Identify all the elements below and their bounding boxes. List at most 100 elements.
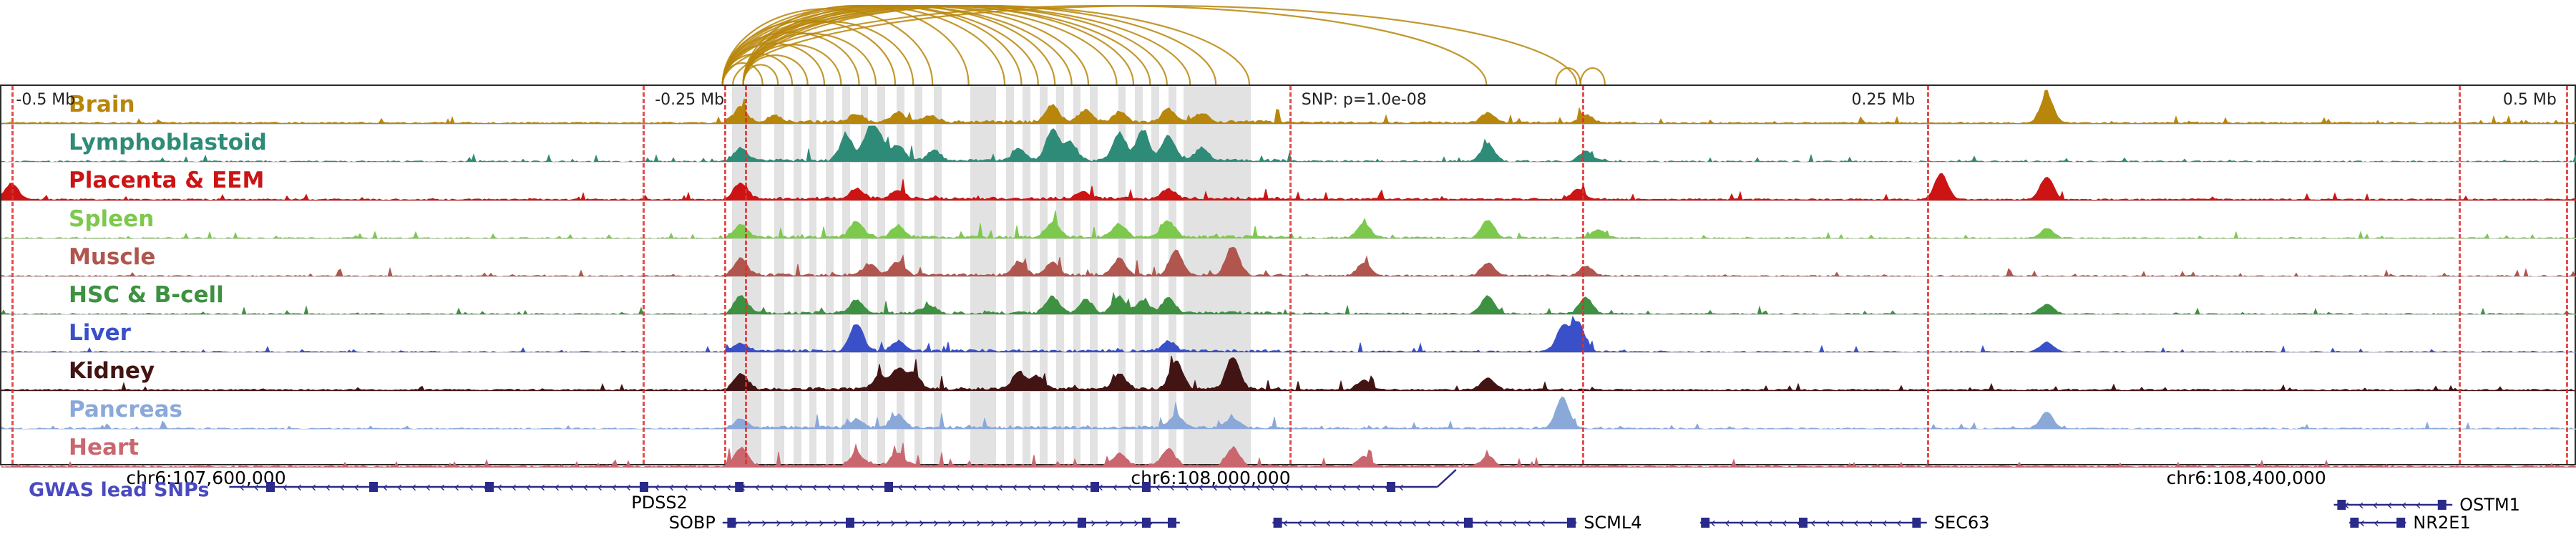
strand-arrows: ‹‹‹‹‹‹‹‹‹‹‹‹‹‹‹‹‹‹‹‹‹‹‹‹‹‹‹‹‹‹‹‹‹‹‹‹‹‹‹‹… [239,478,1413,495]
strand-arrows: ‹‹‹‹‹‹‹‹‹‹‹‹‹‹‹‹‹‹‹ [1282,514,1554,531]
lead-snp-line [723,86,726,464]
signal-area [1,90,2576,125]
signal-plot [1,396,2576,430]
interaction-arc [1579,67,1606,84]
exon-block [2396,518,2406,528]
signal-plot [1,442,2576,468]
track-row [1,238,2576,277]
gene-label: SCML4 [1584,513,1641,533]
exon-block [884,482,893,492]
exon-block [735,482,744,492]
track-label-spleen: Spleen [69,205,155,232]
signal-plot [1,210,2576,239]
track-label-lymphoblastoid: Lymphoblastoid [69,130,267,156]
gene-label: OSTM1 [2459,495,2520,515]
exon-block [1142,482,1151,492]
gene-label: SEC63 [1934,513,1990,533]
exon-block [1464,518,1473,528]
signal-area [1,315,2576,354]
highlight-band [1090,86,1098,464]
track-label-kidney: Kidney [69,358,155,384]
track-row [1,314,2576,354]
lead-snp-line [744,86,747,464]
signal-area [1,210,2576,239]
signal-plot [1,291,2576,316]
track-label-hsc-b-cell: HSC & B-cell [69,282,224,308]
exon-block [727,518,736,528]
exon-block [1912,518,1921,528]
scale-label: -0.25 Mb [655,91,725,109]
track-label-liver: Liver [69,320,131,347]
scale-label: 0.25 Mb [1851,91,1916,109]
track-label-pancreas: Pancreas [69,396,182,422]
gene-label: PDSS2 [631,493,688,513]
snp-pvalue-label: SNP: p=1.0e-08 [1301,91,1427,109]
strand-arrows: ‹‹‹‹‹‹‹‹‹‹‹‹‹‹ [1710,514,1911,531]
interaction-arc [1555,67,1581,84]
scale-label: -0.5 Mb [16,91,76,109]
exon-block [1701,518,1710,528]
track-row [1,428,2576,468]
exon-block [1387,482,1395,492]
track-row [1,86,2576,125]
scale-tick-line [643,86,645,464]
scale-tick-line [11,86,14,464]
exon-block [266,482,275,492]
scale-tick-line [2565,86,2568,464]
exon-block [1567,518,1576,528]
exon-block [2437,500,2446,510]
track-row [1,162,2576,201]
exon-block [1091,482,1099,492]
interaction-arc [721,4,1251,84]
gene-label: SOBP [669,513,716,533]
signal-plot [1,90,2576,125]
track-label-placenta-eem: Placenta & EEM [69,168,265,194]
exon-block [1142,518,1151,528]
track-label-heart: Heart [69,434,139,460]
lead-snp-line [1581,86,1584,464]
signal-area [1,246,2576,277]
signal-tracks-panel: Brain Lymphoblastoid Placenta & EEM Spleen M… [0,84,2576,468]
track-row [1,390,2576,430]
strand-arrows: ›››››››››››››››››››››››››››››› [733,514,1162,531]
track-row [1,276,2576,316]
gene-label: NR2E1 [2413,513,2470,533]
chromatin-interaction-arcs [721,4,1606,84]
signal-plot [1,356,2576,392]
exon-block [2350,518,2359,528]
gwas-lead-snps-label: GWAS lead SNPs [29,479,210,501]
signal-area [1,356,2576,392]
scale-label: 0.5 Mb [2502,91,2557,109]
exon-block [640,482,648,492]
signal-plot [1,315,2576,354]
signal-area [1,173,2576,201]
coordinate-label: chr6:108,000,000 [1131,468,1291,488]
exon-block [369,482,378,492]
strand-arrows: ‹‹ [2359,514,2388,531]
interaction-arc [732,4,1578,84]
scale-tick-line [1289,86,1292,464]
exon-block [1799,518,1807,528]
gene-annotation-track: ‹‹‹‹‹‹‹‹‹‹‹‹‹‹‹‹‹‹‹‹‹‹‹‹‹‹‹‹‹‹‹‹‹‹‹‹‹‹‹‹… [229,469,2520,533]
coordinate-label: chr6:107,600,000 [126,468,286,488]
exon-block [1078,518,1086,528]
exon-block [846,518,854,528]
exon-block [485,482,494,492]
signal-plot [1,246,2576,277]
scale-tick-line [1927,86,1929,464]
coordinate-label: chr6:108,400,000 [2166,468,2326,488]
track-row [1,124,2576,163]
track-label-muscle: Muscle [69,243,156,270]
exon-block [1168,518,1176,528]
signal-area [1,442,2576,468]
gene-line-kink [1436,469,1457,488]
lead-snp-line [2459,86,2462,464]
signal-area [1,125,2576,163]
signal-area [1,396,2576,430]
exon-block [2337,500,2346,510]
signal-area [1,291,2576,316]
signal-plot [1,173,2576,201]
signal-plot [1,125,2576,163]
highlight-band [826,86,834,464]
